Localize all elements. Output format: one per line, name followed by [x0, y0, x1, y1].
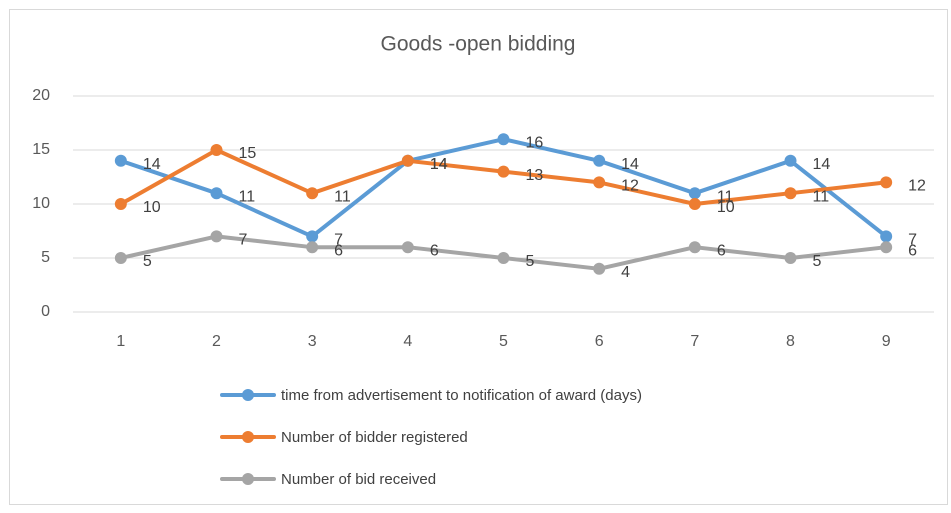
data-label: 6 [908, 242, 917, 259]
data-label: 11 [334, 188, 351, 205]
data-point [593, 154, 606, 167]
data-label: 6 [717, 242, 726, 259]
data-label: 7 [908, 232, 917, 249]
data-label: 5 [143, 253, 152, 270]
data-label: 5 [813, 253, 822, 270]
data-label: 6 [430, 242, 439, 259]
data-label: 7 [239, 232, 248, 249]
data-point [880, 176, 893, 189]
x-tick-label: 8 [786, 333, 795, 350]
data-label: 14 [813, 156, 831, 173]
data-point [114, 154, 127, 167]
data-label: 14 [621, 156, 639, 173]
x-tick-label: 1 [116, 333, 125, 350]
data-point [306, 230, 319, 243]
data-point [688, 241, 701, 254]
data-label: 12 [908, 178, 926, 195]
data-label: 14 [143, 156, 161, 173]
data-label: 15 [239, 145, 257, 162]
x-tick-label: 6 [595, 333, 604, 350]
data-point [306, 241, 319, 254]
data-point [210, 230, 223, 243]
legend-label: Number of bid received [281, 471, 436, 488]
x-tick-label: 5 [499, 333, 508, 350]
data-point [593, 176, 606, 189]
data-label: 11 [239, 188, 256, 205]
x-tick-label: 7 [690, 333, 699, 350]
data-point [880, 241, 893, 254]
data-point [306, 187, 319, 200]
data-label: 16 [526, 134, 544, 151]
data-point [210, 144, 223, 156]
data-point [784, 154, 797, 167]
y-tick-label: 0 [41, 303, 50, 320]
x-tick-label: 2 [212, 333, 221, 350]
data-label: 5 [526, 253, 535, 270]
data-label: 13 [526, 167, 544, 184]
data-point [401, 154, 414, 167]
chart-title: Goods -open bidding [381, 33, 576, 56]
data-point [688, 198, 701, 210]
data-point [688, 187, 701, 200]
data-label: 4 [621, 264, 630, 281]
data-label: 14 [430, 156, 448, 173]
data-point [114, 252, 127, 264]
data-label: 14 [430, 156, 448, 173]
legend-marker [242, 389, 254, 401]
data-point [497, 133, 510, 146]
data-point [880, 230, 893, 243]
x-tick-label: 3 [308, 333, 317, 350]
legend-label: Number of bidder registered [281, 429, 468, 446]
data-label: 11 [813, 188, 830, 205]
legend-label: time from advertisement to notification … [281, 387, 642, 404]
data-label: 11 [717, 188, 734, 205]
data-label: 12 [621, 178, 639, 195]
x-tick-label: 4 [403, 333, 412, 350]
data-point [497, 252, 510, 264]
legend-marker [242, 473, 254, 485]
data-label: 10 [143, 199, 161, 216]
data-label: 6 [334, 242, 343, 259]
data-point [593, 262, 606, 275]
y-tick-label: 20 [32, 87, 50, 104]
y-tick-label: 15 [32, 141, 50, 158]
data-point [497, 165, 510, 178]
data-point [114, 198, 127, 210]
y-tick-label: 10 [32, 195, 50, 212]
x-tick-label: 9 [882, 333, 891, 350]
data-point [784, 187, 797, 200]
data-point [784, 252, 797, 264]
data-label: 7 [334, 232, 343, 249]
legend-marker [242, 431, 254, 443]
data-point [401, 241, 414, 254]
y-tick-label: 5 [41, 249, 50, 266]
data-label: 10 [717, 199, 735, 216]
data-point [210, 187, 223, 200]
